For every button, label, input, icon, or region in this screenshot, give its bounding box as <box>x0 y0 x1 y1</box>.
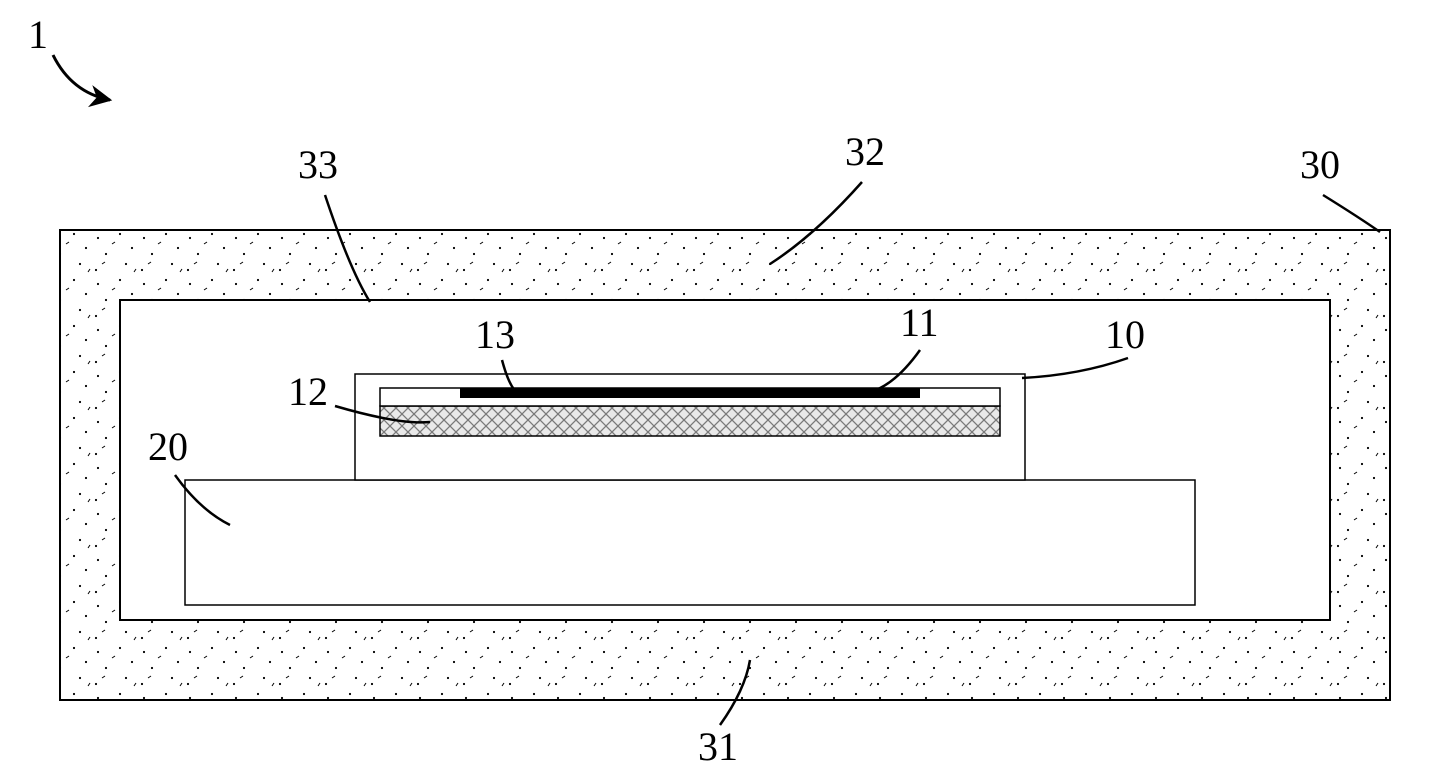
layer-13-black-bar <box>460 388 920 398</box>
label-10: 10 <box>1105 312 1145 357</box>
label-13: 13 <box>475 312 515 357</box>
layer-12-crosshatch <box>380 406 1000 436</box>
label-1: 1 <box>28 12 48 57</box>
figure-number-arrow <box>53 55 110 100</box>
label-32: 32 <box>845 129 885 174</box>
label-12: 12 <box>288 369 328 414</box>
leader-30 <box>1323 195 1380 232</box>
label-20: 20 <box>148 424 188 469</box>
label-11: 11 <box>900 300 939 345</box>
diagram-root: 1 33 32 30 13 11 10 12 20 31 <box>0 0 1445 782</box>
label-31: 31 <box>698 724 738 769</box>
label-33: 33 <box>298 142 338 187</box>
region-20-base <box>185 480 1195 605</box>
label-30: 30 <box>1300 142 1340 187</box>
